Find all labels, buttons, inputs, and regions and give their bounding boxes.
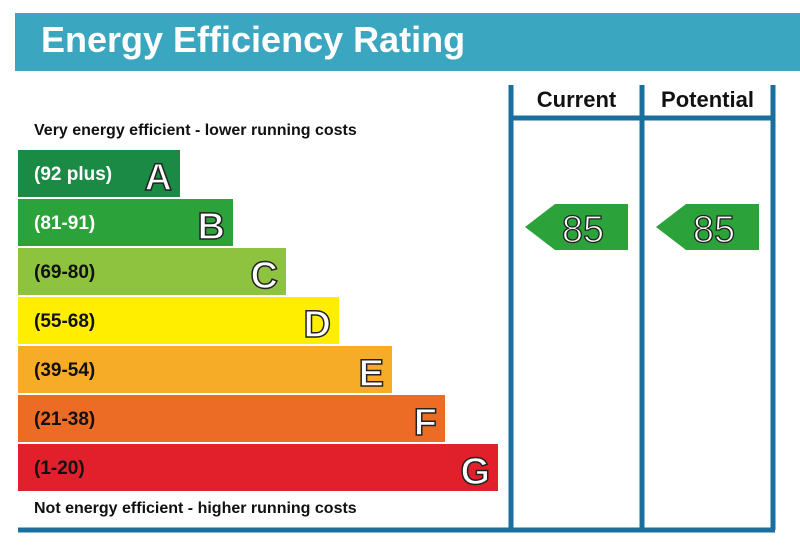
column-header-potential: Potential xyxy=(661,87,754,112)
band-range-C: (69-80) xyxy=(34,262,95,283)
band-range-E: (39-54) xyxy=(34,360,95,381)
band-bar-A xyxy=(18,150,180,197)
band-letter-C: C xyxy=(251,255,278,297)
band-letter-D: D xyxy=(304,304,331,346)
band-letter-G: G xyxy=(460,451,490,493)
band-letter-E: E xyxy=(359,353,384,395)
band-range-G: (1-20) xyxy=(34,458,85,479)
column-header-current: Current xyxy=(537,87,617,112)
chart-title: Energy Efficiency Rating xyxy=(41,19,466,60)
top-caption: Very energy efficient - lower running co… xyxy=(34,122,357,139)
band-bar-D xyxy=(18,297,339,344)
band-letter-B: B xyxy=(198,206,225,248)
band-range-B: (81-91) xyxy=(34,213,95,234)
title-bar: Energy Efficiency Rating xyxy=(15,13,800,71)
band-range-F: (21-38) xyxy=(34,409,95,430)
band-range-D: (55-68) xyxy=(34,311,95,332)
band-range-A: (92 plus) xyxy=(34,164,112,185)
band-bar-F xyxy=(18,395,445,442)
band-bar-E xyxy=(18,346,392,393)
band-letter-A: A xyxy=(145,157,172,199)
rating-arrow-potential xyxy=(656,204,759,250)
rating-value-potential: 85 xyxy=(693,209,735,251)
bottom-caption: Not energy efficient - higher running co… xyxy=(34,500,357,517)
rating-arrow-current xyxy=(525,204,628,250)
band-bar-C xyxy=(18,248,286,295)
band-bar-B xyxy=(18,199,233,246)
rating-value-current: 85 xyxy=(562,209,604,251)
band-bar-G xyxy=(18,444,498,491)
band-letter-F: F xyxy=(414,402,437,444)
